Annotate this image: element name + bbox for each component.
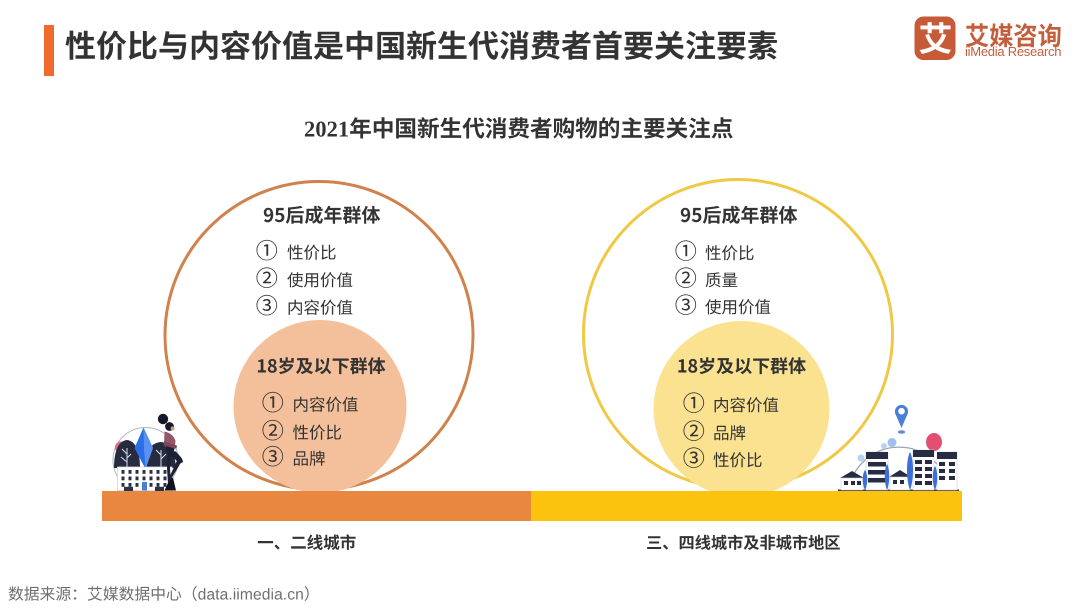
svg-text:iiMedia Research: iiMedia Research: [965, 44, 1062, 59]
